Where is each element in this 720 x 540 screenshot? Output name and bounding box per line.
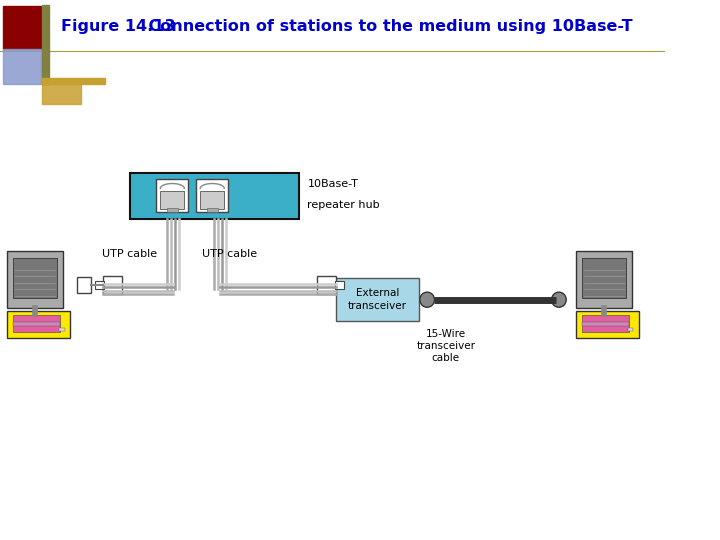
Bar: [76, 277, 91, 293]
Bar: [95, 281, 104, 289]
Bar: [13, 258, 57, 298]
Text: transceiver: transceiver: [348, 301, 407, 311]
Ellipse shape: [420, 292, 434, 307]
Bar: [336, 281, 344, 289]
Bar: [161, 191, 184, 210]
Bar: [582, 322, 629, 326]
Bar: [575, 310, 639, 338]
Bar: [42, 5, 48, 84]
Bar: [197, 179, 228, 213]
Bar: [13, 315, 60, 332]
Text: 15-Wire
transceiver
cable: 15-Wire transceiver cable: [416, 329, 475, 362]
Bar: [318, 276, 336, 294]
Bar: [156, 179, 189, 213]
Text: External: External: [356, 288, 400, 298]
Bar: [3, 49, 41, 84]
Bar: [6, 251, 63, 308]
Bar: [628, 328, 634, 331]
Bar: [167, 208, 178, 213]
Text: repeater hub: repeater hub: [307, 200, 380, 210]
Bar: [207, 208, 217, 213]
Bar: [200, 191, 224, 210]
Bar: [582, 258, 626, 298]
Text: UTP cable: UTP cable: [202, 249, 257, 259]
Bar: [42, 83, 81, 104]
Text: Figure 14.13: Figure 14.13: [61, 19, 176, 35]
Bar: [13, 322, 60, 326]
Bar: [42, 78, 105, 84]
Bar: [575, 251, 632, 308]
Bar: [59, 328, 65, 331]
Bar: [3, 6, 41, 49]
Ellipse shape: [552, 292, 566, 307]
Text: Connection of stations to the medium using 10Base-T: Connection of stations to the medium usi…: [127, 19, 633, 35]
Bar: [103, 276, 122, 294]
Bar: [18, 314, 52, 318]
Text: UTP cable: UTP cable: [102, 249, 157, 259]
Bar: [130, 173, 300, 219]
Bar: [582, 315, 629, 332]
Bar: [6, 310, 70, 338]
Bar: [336, 278, 419, 321]
Bar: [588, 314, 621, 318]
Text: 10Base-T: 10Base-T: [307, 179, 359, 190]
